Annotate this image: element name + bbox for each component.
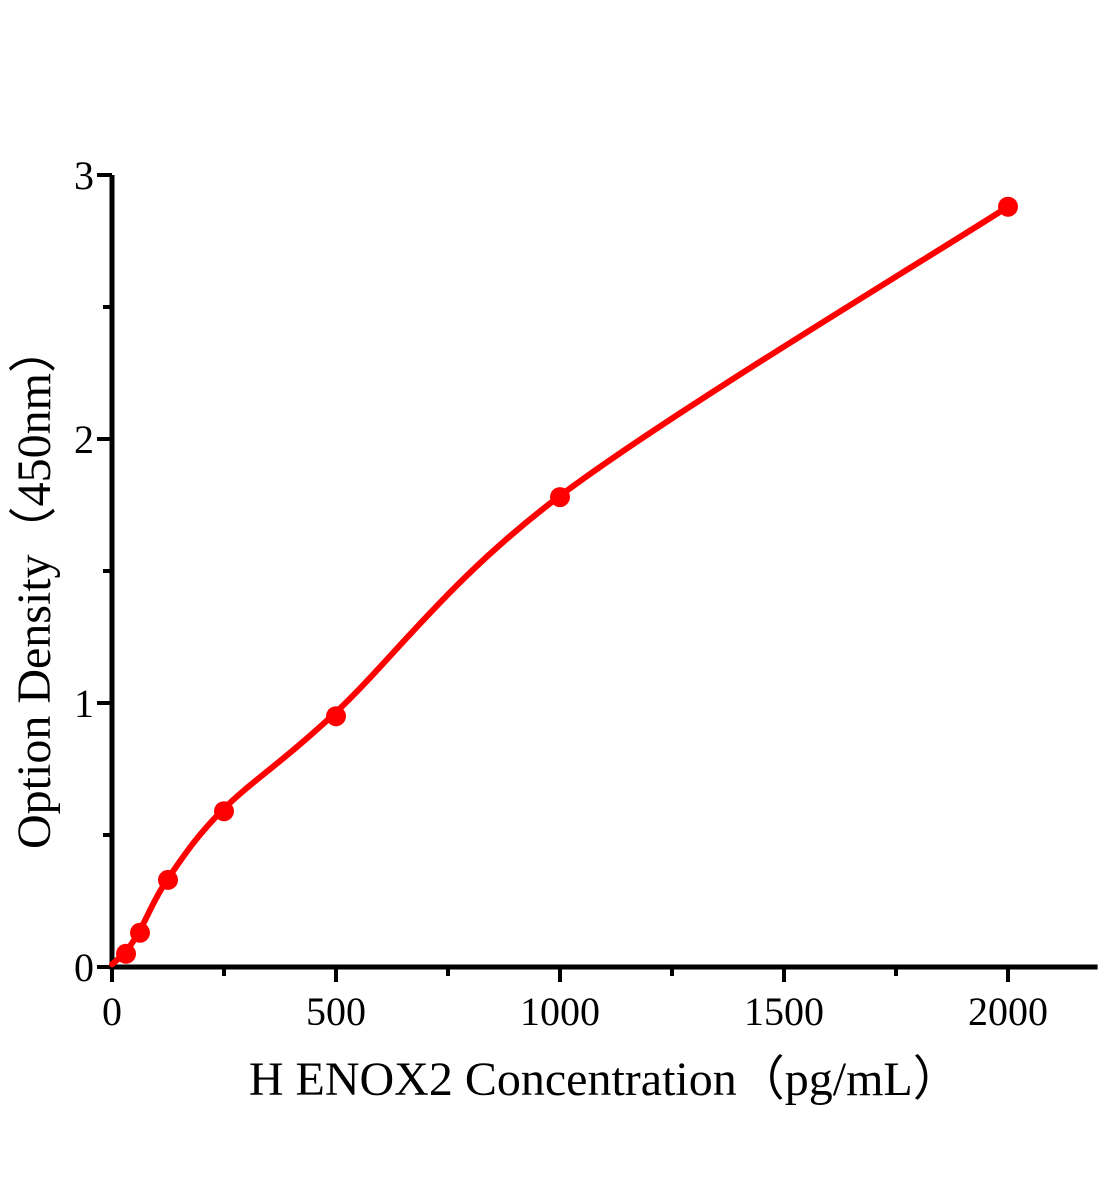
y-tick-label: 1 — [74, 681, 94, 726]
x-tick-label: 2000 — [968, 989, 1048, 1034]
data-point — [116, 943, 136, 964]
data-point — [214, 801, 234, 822]
x-tick-label: 1500 — [744, 989, 824, 1034]
y-tick-label: 0 — [74, 945, 94, 990]
y-tick-label: 2 — [74, 417, 94, 462]
axis-frame — [109, 175, 1098, 970]
data-point — [326, 706, 346, 727]
x-tick-label: 0 — [102, 989, 122, 1034]
y-axis-title: Option Density（450nm） — [8, 325, 61, 849]
x-tick-label: 500 — [306, 989, 366, 1034]
data-point — [130, 922, 150, 943]
y-tick-label: 3 — [74, 153, 94, 198]
x-axis-title: H ENOX2 Concentration（pg/mL） — [249, 1053, 961, 1106]
data-point — [998, 196, 1018, 217]
data-point — [550, 487, 570, 508]
fitted-curve — [109, 203, 1011, 968]
x-tick-label: 1000 — [520, 989, 600, 1034]
data-point — [158, 869, 178, 890]
